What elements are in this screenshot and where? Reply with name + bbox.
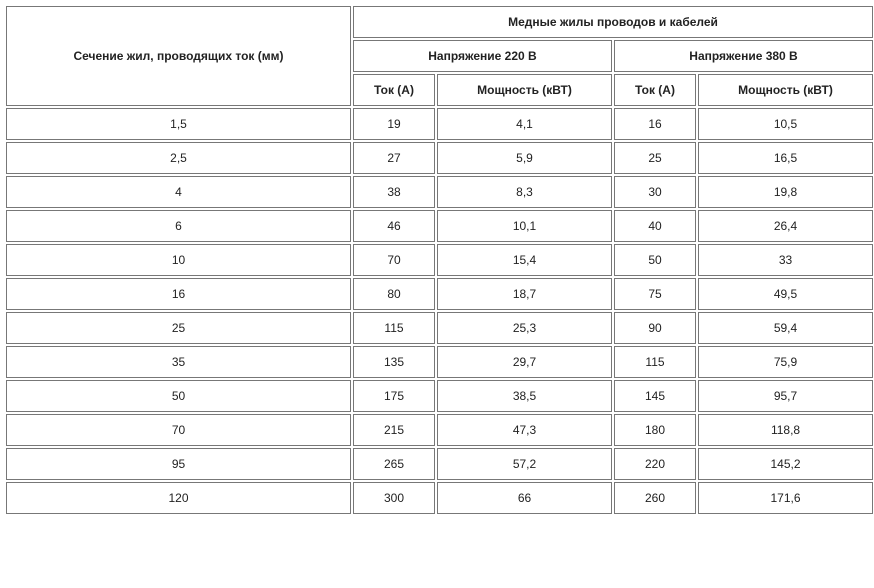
cell-pow220: 29,7 xyxy=(437,346,612,378)
cell-cur220: 80 xyxy=(353,278,435,310)
cell-cur380: 145 xyxy=(614,380,696,412)
cable-capacity-table: Сечение жил, проводящих ток (мм) Медные … xyxy=(4,4,874,516)
cell-section: 1,5 xyxy=(6,108,351,140)
table-header: Сечение жил, проводящих ток (мм) Медные … xyxy=(6,6,873,106)
cell-cur380: 220 xyxy=(614,448,696,480)
cell-cur220: 265 xyxy=(353,448,435,480)
cell-section: 95 xyxy=(6,448,351,480)
cell-cur380: 180 xyxy=(614,414,696,446)
cell-cur220: 70 xyxy=(353,244,435,276)
cell-section: 16 xyxy=(6,278,351,310)
cell-pow220: 38,5 xyxy=(437,380,612,412)
cell-pow220: 8,3 xyxy=(437,176,612,208)
cell-pow380: 75,9 xyxy=(698,346,873,378)
header-voltage-220: Напряжение 220 В xyxy=(353,40,612,72)
table-row: 5017538,514595,7 xyxy=(6,380,873,412)
cell-pow220: 15,4 xyxy=(437,244,612,276)
header-current-380: Ток (А) xyxy=(614,74,696,106)
cell-cur380: 90 xyxy=(614,312,696,344)
table-row: 1,5194,11610,5 xyxy=(6,108,873,140)
table-row: 2,5275,92516,5 xyxy=(6,142,873,174)
cell-pow380: 16,5 xyxy=(698,142,873,174)
table-row: 107015,45033 xyxy=(6,244,873,276)
cell-section: 2,5 xyxy=(6,142,351,174)
cell-cur380: 260 xyxy=(614,482,696,514)
cell-pow380: 59,4 xyxy=(698,312,873,344)
header-current-220: Ток (А) xyxy=(353,74,435,106)
cell-cur220: 175 xyxy=(353,380,435,412)
cell-cur380: 50 xyxy=(614,244,696,276)
cell-section: 6 xyxy=(6,210,351,242)
header-power-220: Мощность (кВТ) xyxy=(437,74,612,106)
cell-cur220: 46 xyxy=(353,210,435,242)
cell-cur380: 16 xyxy=(614,108,696,140)
cell-cur220: 135 xyxy=(353,346,435,378)
cell-cur220: 300 xyxy=(353,482,435,514)
cell-pow220: 5,9 xyxy=(437,142,612,174)
table-row: 9526557,2220145,2 xyxy=(6,448,873,480)
cell-section: 120 xyxy=(6,482,351,514)
cell-pow380: 33 xyxy=(698,244,873,276)
cell-cur220: 215 xyxy=(353,414,435,446)
cell-pow380: 49,5 xyxy=(698,278,873,310)
cell-pow220: 25,3 xyxy=(437,312,612,344)
cell-cur380: 115 xyxy=(614,346,696,378)
cell-pow220: 66 xyxy=(437,482,612,514)
cell-section: 50 xyxy=(6,380,351,412)
cell-cur220: 115 xyxy=(353,312,435,344)
cell-pow220: 47,3 xyxy=(437,414,612,446)
table-row: 64610,14026,4 xyxy=(6,210,873,242)
table-row: 168018,77549,5 xyxy=(6,278,873,310)
cell-section: 25 xyxy=(6,312,351,344)
cell-section: 10 xyxy=(6,244,351,276)
cell-pow380: 19,8 xyxy=(698,176,873,208)
cell-pow380: 10,5 xyxy=(698,108,873,140)
cell-pow380: 95,7 xyxy=(698,380,873,412)
cell-pow220: 18,7 xyxy=(437,278,612,310)
table-row: 7021547,3180118,8 xyxy=(6,414,873,446)
cell-cur220: 19 xyxy=(353,108,435,140)
cell-cur380: 40 xyxy=(614,210,696,242)
cell-cur380: 25 xyxy=(614,142,696,174)
cell-section: 4 xyxy=(6,176,351,208)
table-body: 1,5194,11610,52,5275,92516,54388,33019,8… xyxy=(6,108,873,514)
table-row: 12030066260171,6 xyxy=(6,482,873,514)
cell-pow220: 10,1 xyxy=(437,210,612,242)
cell-pow380: 171,6 xyxy=(698,482,873,514)
cell-pow220: 57,2 xyxy=(437,448,612,480)
header-voltage-380: Напряжение 380 В xyxy=(614,40,873,72)
header-power-380: Мощность (кВТ) xyxy=(698,74,873,106)
table-row: 4388,33019,8 xyxy=(6,176,873,208)
cell-section: 70 xyxy=(6,414,351,446)
header-section: Сечение жил, проводящих ток (мм) xyxy=(6,6,351,106)
cell-pow380: 118,8 xyxy=(698,414,873,446)
cell-pow380: 145,2 xyxy=(698,448,873,480)
cell-pow380: 26,4 xyxy=(698,210,873,242)
table-row: 2511525,39059,4 xyxy=(6,312,873,344)
cell-cur220: 38 xyxy=(353,176,435,208)
header-material-group: Медные жилы проводов и кабелей xyxy=(353,6,873,38)
cell-section: 35 xyxy=(6,346,351,378)
cell-cur220: 27 xyxy=(353,142,435,174)
cell-pow220: 4,1 xyxy=(437,108,612,140)
cell-cur380: 30 xyxy=(614,176,696,208)
table-row: 3513529,711575,9 xyxy=(6,346,873,378)
cell-cur380: 75 xyxy=(614,278,696,310)
